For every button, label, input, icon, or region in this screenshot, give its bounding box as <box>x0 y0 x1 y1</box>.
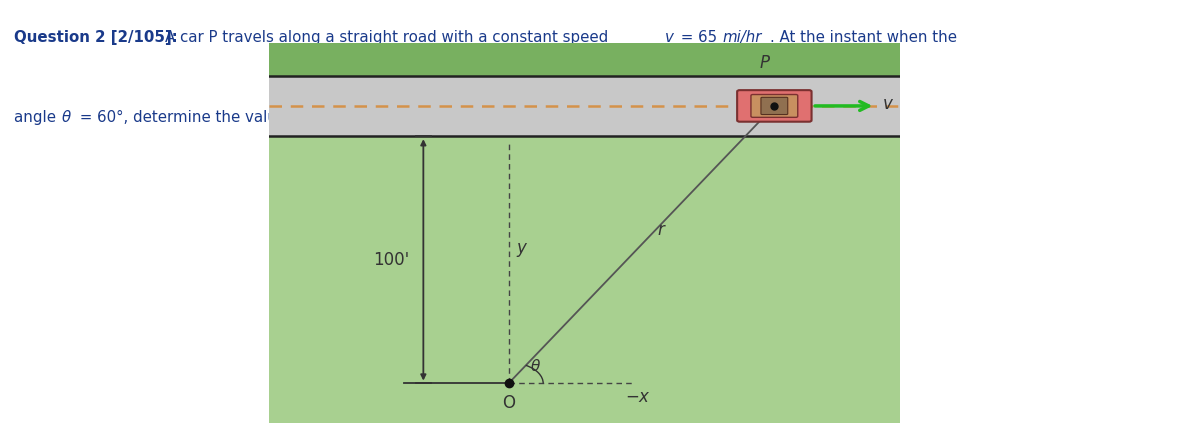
Bar <box>269 43 900 76</box>
Bar <box>269 76 900 137</box>
FancyBboxPatch shape <box>751 95 798 118</box>
Text: A car P travels along a straight road with a constant speed: A car P travels along a straight road wi… <box>165 30 613 45</box>
Text: ṙ: ṙ <box>332 110 338 125</box>
Text: in deg/sec.: in deg/sec. <box>475 110 562 125</box>
Text: θ: θ <box>531 359 540 374</box>
Text: y: y <box>516 238 526 257</box>
Text: Question 2 [2/105]:: Question 2 [2/105]: <box>14 30 178 45</box>
Text: 100': 100' <box>374 251 409 269</box>
Text: O: O <box>502 394 515 412</box>
Text: v: v <box>665 30 674 45</box>
Text: mi/hr: mi/hr <box>723 30 762 45</box>
Text: θ̇: θ̇ <box>460 110 469 125</box>
Text: . At the instant when the: . At the instant when the <box>770 30 957 45</box>
Text: = 60°, determine the values of: = 60°, determine the values of <box>75 110 318 125</box>
Text: $-x$: $-x$ <box>625 388 651 406</box>
FancyBboxPatch shape <box>737 90 811 122</box>
Text: r: r <box>657 221 664 239</box>
Text: θ: θ <box>61 110 71 125</box>
Text: v: v <box>883 95 893 113</box>
FancyBboxPatch shape <box>760 97 788 114</box>
Text: in ft/sec and: in ft/sec and <box>348 110 450 125</box>
Text: = 65: = 65 <box>676 30 722 45</box>
Text: angle: angle <box>14 110 61 125</box>
Text: P: P <box>760 54 770 73</box>
